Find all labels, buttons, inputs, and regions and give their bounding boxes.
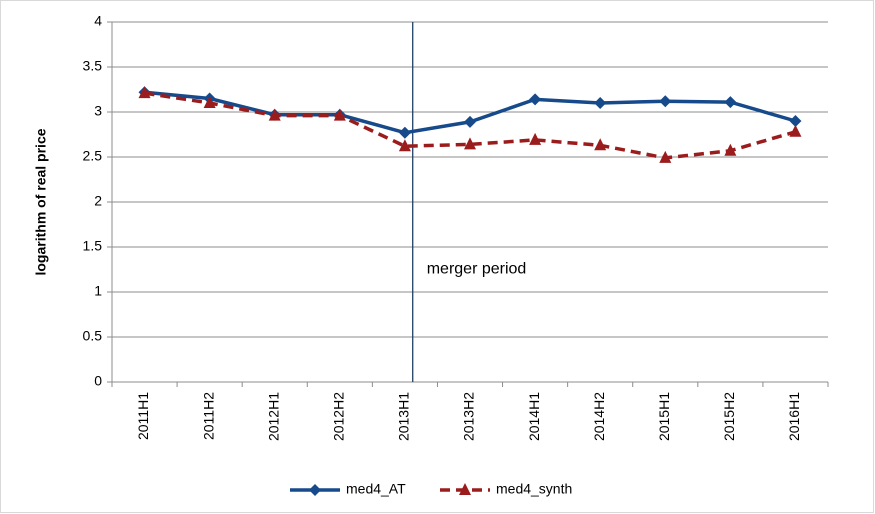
- x-tick-label: 2015H1: [656, 392, 672, 441]
- x-tick-label: 2011H2: [200, 392, 216, 440]
- legend-label: med4_AT: [346, 481, 406, 497]
- point: [138, 86, 151, 99]
- point: [203, 96, 216, 108]
- point: [789, 124, 802, 137]
- series: [138, 86, 802, 163]
- x-tick-label: 2014H2: [591, 392, 607, 441]
- y-tick-label: 3.5: [83, 58, 103, 74]
- point: [594, 97, 607, 109]
- legend-label: med4_synth: [496, 481, 572, 497]
- y-tick-label: 2.5: [83, 148, 103, 164]
- x-tick-label: 2011H1: [135, 392, 151, 440]
- x-tick-label: 2014H1: [526, 392, 542, 441]
- y-tick-label: 2: [94, 193, 102, 209]
- point: [724, 143, 737, 156]
- y-tick-label: 1.5: [83, 238, 103, 254]
- point: [464, 115, 476, 128]
- point: [724, 96, 737, 109]
- x-tick-label: 2012H1: [265, 392, 281, 441]
- point: [333, 108, 346, 121]
- point: [398, 139, 411, 152]
- point: [529, 93, 542, 106]
- y-tick-label: 3: [94, 103, 102, 119]
- x-tick-label: 2012H2: [331, 392, 347, 441]
- x-tick-label: 2013H1: [396, 392, 412, 441]
- point: [268, 108, 281, 121]
- point: [789, 115, 802, 127]
- annotation: merger period: [427, 261, 527, 278]
- y-tick-label: 1: [94, 283, 102, 299]
- y-tick-label: 0: [94, 373, 102, 389]
- y-axis-label: logarithm of real price: [33, 128, 49, 275]
- x-tick-label: 2015H2: [721, 392, 737, 441]
- x-tick-label: 2013H2: [461, 392, 477, 441]
- point: [309, 484, 321, 496]
- point: [594, 138, 607, 151]
- point: [659, 95, 672, 108]
- x-tick-label: 2016H1: [786, 392, 802, 441]
- point: [459, 483, 471, 495]
- point: [464, 137, 476, 150]
- series-line: [144, 91, 796, 160]
- point: [398, 126, 411, 139]
- point: [529, 132, 542, 145]
- point: [659, 150, 672, 163]
- y-tick-label: 4: [94, 13, 102, 29]
- y-tick-label: 0.5: [83, 328, 103, 344]
